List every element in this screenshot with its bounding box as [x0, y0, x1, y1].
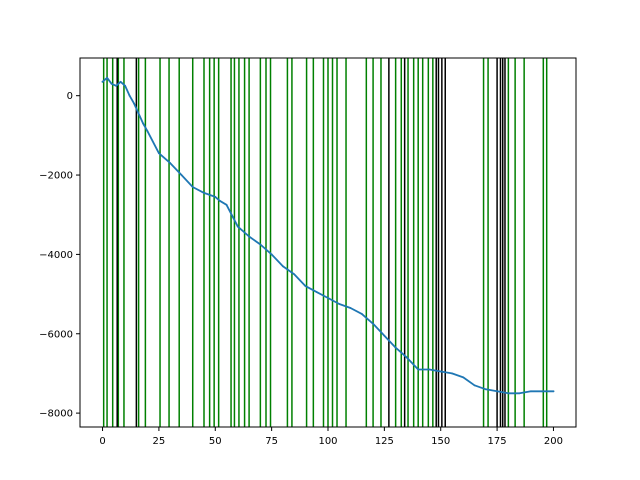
x-tick-label-3: 75 [265, 436, 278, 447]
data-point-0-3 [115, 84, 117, 87]
data-point-0-12 [169, 162, 172, 165]
data-point-0-5 [124, 84, 126, 87]
data-point-0-39 [462, 376, 465, 379]
data-point-0-43 [507, 392, 510, 395]
data-point-0-16 [214, 195, 217, 198]
data-point-0-42 [496, 390, 498, 393]
data-point-0-35 [417, 368, 420, 371]
data-point-0-6 [128, 94, 131, 97]
data-point-0-33 [394, 346, 397, 349]
plot-area [79, 57, 577, 428]
data-point-0-20 [248, 235, 250, 238]
series-layer [101, 76, 555, 395]
data-point-0-13 [180, 174, 183, 176]
x-tick-label-4: 100 [318, 436, 337, 447]
data-point-0-25 [304, 285, 307, 288]
data-point-0-2 [110, 82, 113, 85]
data-point-0-4 [119, 80, 122, 83]
data-point-0-17 [218, 199, 221, 202]
data-point-0-38 [451, 372, 453, 375]
x-tick-label-7: 175 [488, 436, 507, 447]
x-tick-label-1: 25 [153, 436, 166, 447]
data-point-0-11 [158, 152, 160, 155]
data-point-0-28 [338, 303, 341, 305]
data-point-0-41 [484, 388, 487, 391]
x-tick-label-0: 0 [99, 436, 105, 447]
data-point-0-46 [541, 390, 544, 393]
data-point-0-0 [101, 80, 104, 83]
data-point-0-36 [428, 368, 431, 371]
data-point-0-19 [236, 225, 239, 228]
data-point-0-24 [293, 273, 296, 276]
y-axis: 0 −2000 −4000 −6000 −8000 [39, 91, 80, 420]
data-point-0-47 [552, 390, 555, 393]
data-point-0-10 [146, 130, 149, 133]
data-point-0-21 [259, 243, 262, 246]
y-tick-label-1: −2000 [39, 171, 73, 182]
data-point-0-37 [439, 370, 442, 373]
data-point-0-29 [349, 307, 352, 309]
data-point-0-30 [360, 313, 363, 315]
vertical-lines-layer [102, 58, 548, 427]
data-point-0-27 [327, 297, 329, 299]
x-tick-label-6: 150 [431, 436, 450, 447]
data-point-0-22 [270, 253, 273, 256]
data-point-0-34 [406, 356, 408, 359]
series-line-0 [101, 76, 555, 395]
x-tick-label-5: 125 [375, 436, 394, 447]
x-tick-label-2: 50 [209, 436, 222, 447]
data-point-0-9 [142, 122, 145, 125]
data-point-0-45 [530, 390, 532, 393]
data-point-0-26 [315, 291, 318, 293]
x-axis: 0 25 50 75 100 125 150 175 200 [99, 427, 563, 447]
data-point-0-44 [518, 392, 521, 395]
x-tick-label-8: 200 [544, 436, 563, 447]
data-point-0-40 [473, 384, 476, 387]
data-point-0-23 [282, 265, 284, 268]
data-point-0-18 [225, 203, 228, 206]
data-point-0-14 [191, 186, 194, 188]
data-point-0-7 [133, 102, 136, 105]
y-tick-label-2: −4000 [39, 250, 73, 261]
y-tick-label-4: −8000 [39, 409, 73, 420]
y-tick-label-3: −6000 [39, 329, 73, 340]
data-point-0-32 [383, 334, 386, 337]
data-point-0-8 [137, 112, 140, 115]
y-tick-label-0: 0 [67, 91, 73, 102]
data-point-0-15 [203, 192, 205, 194]
data-point-0-1 [106, 76, 108, 79]
data-point-0-31 [372, 322, 374, 325]
